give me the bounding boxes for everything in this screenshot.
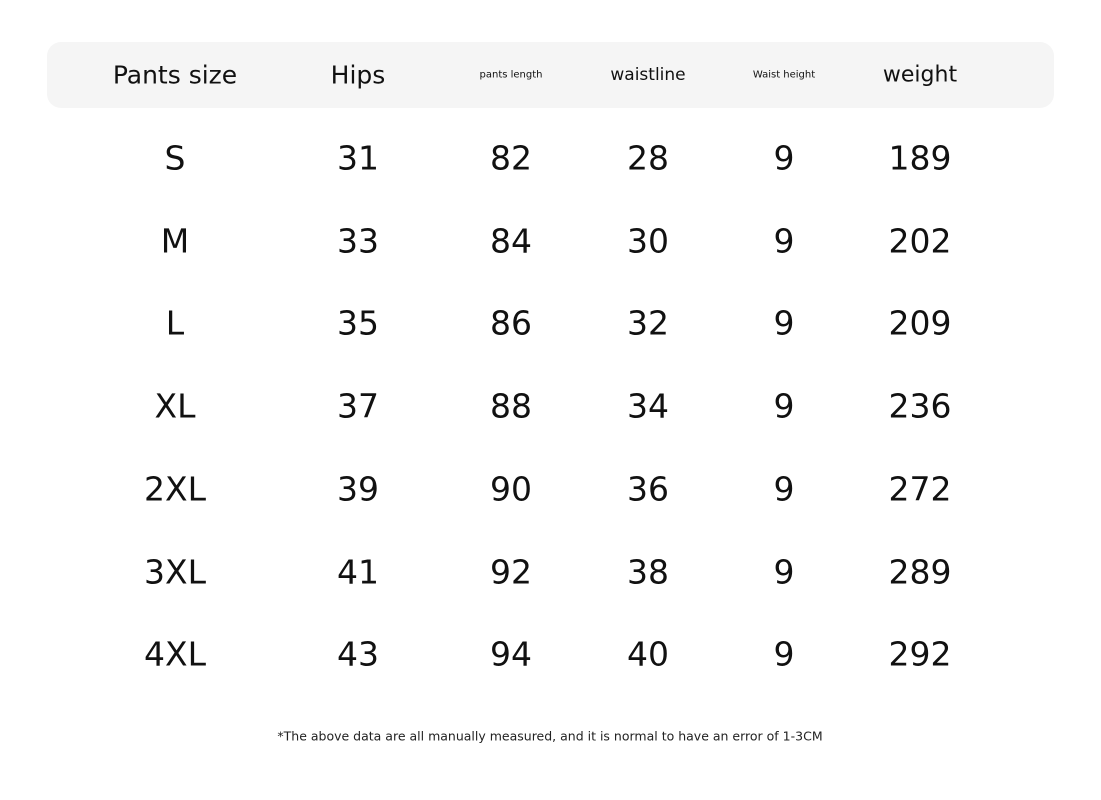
column-header-pants-length: pants length	[479, 69, 543, 81]
cell-waistline: 36	[627, 469, 669, 509]
cell-weight: 289	[888, 552, 952, 591]
cell-waistline: 40	[627, 634, 669, 674]
cell-pants-length: 86	[490, 303, 532, 343]
cell-hips: 39	[337, 469, 379, 509]
cell-waist-height: 9	[773, 138, 795, 178]
column-header-waistline: waistline	[610, 65, 686, 85]
cell-waistline: 30	[627, 221, 669, 261]
column-header-waist-height: Waist height	[752, 69, 816, 81]
cell-waistline: 32	[627, 303, 669, 343]
cell-pants-length: 90	[490, 469, 532, 509]
cell-pants-length: 92	[490, 552, 532, 591]
cell-waistline: 28	[627, 138, 669, 178]
cell-waistline: 34	[627, 386, 669, 426]
cell-hips: 43	[337, 634, 379, 674]
cell-weight: 236	[888, 386, 952, 426]
cell-pants-size: S	[164, 138, 186, 178]
cell-pants-length: 82	[490, 138, 532, 178]
cell-hips: 33	[337, 221, 379, 261]
cell-waist-height: 9	[773, 386, 795, 426]
cell-hips: 37	[337, 386, 379, 426]
cell-hips: 31	[337, 138, 379, 178]
column-header-weight: weight	[882, 62, 958, 88]
footnote: *The above data are all manually measure…	[277, 728, 823, 744]
cell-weight: 209	[888, 303, 952, 343]
cell-pants-length: 94	[490, 634, 532, 674]
cell-hips: 41	[337, 552, 379, 591]
cell-waist-height: 9	[773, 469, 795, 509]
cell-hips: 35	[337, 303, 379, 343]
table-header	[47, 42, 1054, 108]
cell-weight: 272	[888, 469, 952, 509]
cell-pants-size: M	[160, 221, 190, 261]
cell-pants-size: XL	[154, 386, 196, 426]
cell-weight: 202	[888, 221, 952, 261]
column-header-hips: Hips	[330, 60, 386, 90]
cell-pants-length: 84	[490, 221, 532, 261]
cell-pants-size: 3XL	[144, 552, 206, 591]
column-header-pants-size: Pants size	[112, 60, 238, 90]
cell-weight: 292	[888, 634, 952, 674]
cell-waist-height: 9	[773, 303, 795, 343]
cell-weight: 189	[888, 138, 952, 178]
cell-waistline: 38	[627, 552, 669, 591]
cell-pants-size: 4XL	[144, 634, 206, 674]
cell-pants-length: 88	[490, 386, 532, 426]
cell-waist-height: 9	[773, 221, 795, 261]
cell-waist-height: 9	[773, 552, 795, 591]
cell-waist-height: 9	[773, 634, 795, 674]
cell-pants-size: 2XL	[144, 469, 206, 509]
cell-pants-size: L	[165, 303, 185, 343]
